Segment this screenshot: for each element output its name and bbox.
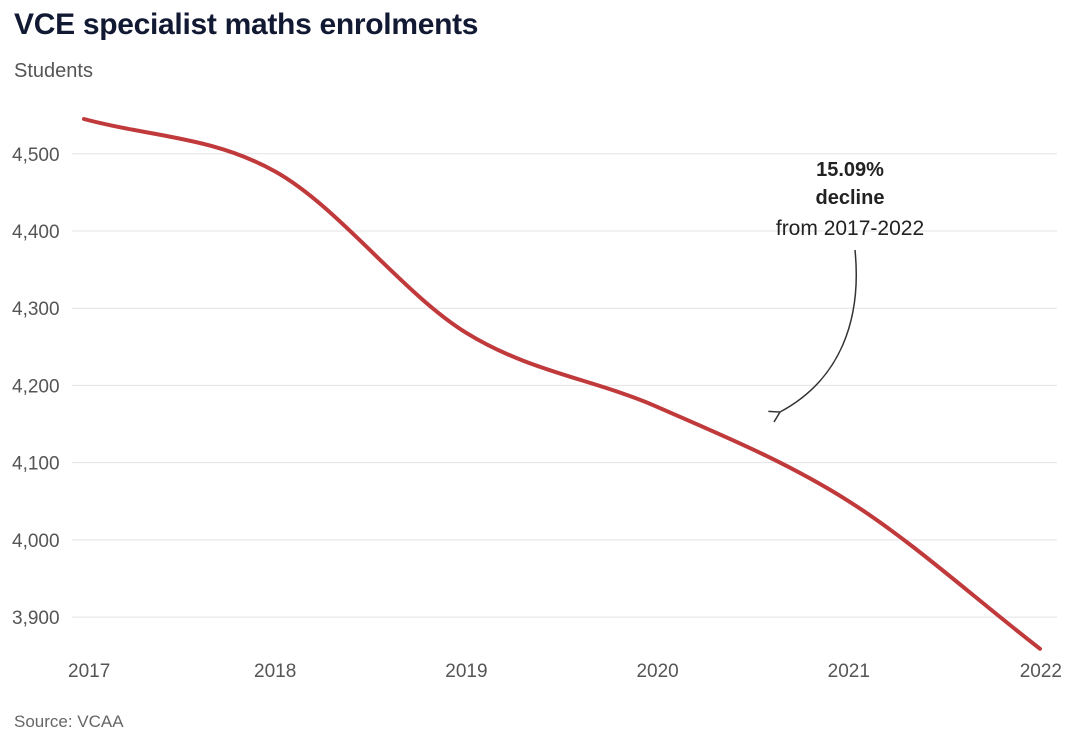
series-line (82, 117, 1042, 651)
data-point (273, 170, 277, 174)
annotation-decline: decline (816, 187, 885, 209)
x-tick-label: 2020 (636, 661, 678, 682)
x-tick-label: 2022 (1020, 661, 1062, 682)
source-note: Source: VCAA (14, 712, 124, 731)
data-point (1038, 647, 1042, 651)
annotation-arrow (768, 249, 857, 423)
y-tick-label: 4,200 (12, 376, 60, 397)
y-axis-label: Students (14, 60, 93, 82)
annotation-range: from 2017-2022 (776, 217, 924, 240)
y-tick-label: 4,400 (12, 222, 60, 243)
data-point (464, 331, 468, 335)
y-tick-label: 4,100 (12, 454, 60, 475)
y-tick-label: 4,000 (12, 531, 60, 552)
chart-title: VCE specialist maths enrolments (14, 8, 479, 41)
x-tick-label: 2021 (828, 661, 870, 682)
data-point (82, 117, 86, 121)
x-tick-label: 2019 (445, 661, 487, 682)
x-tick-label: 2018 (254, 661, 296, 682)
y-tick-label: 4,500 (12, 145, 60, 166)
y-tick-label: 4,300 (12, 299, 60, 320)
y-tick-label: 3,900 (12, 608, 60, 629)
annotation-percent: 15.09% (816, 159, 884, 181)
data-point (656, 405, 660, 409)
data-point (847, 499, 851, 503)
x-tick-label: 2017 (68, 661, 110, 682)
